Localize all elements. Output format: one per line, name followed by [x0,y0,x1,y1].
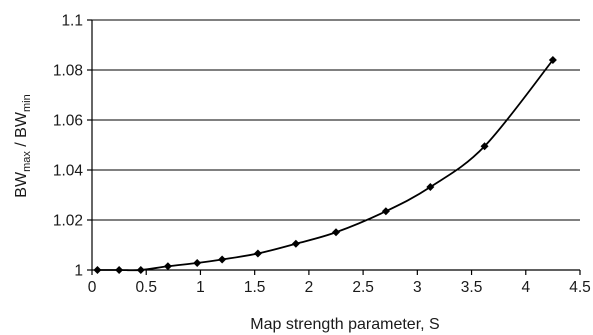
x-tick-label: 2 [305,279,314,296]
y-axis-title-part: BW [13,111,30,138]
y-axis-title-subscript: min [21,94,33,112]
data-point [163,262,172,271]
data-point [136,266,145,274]
x-tick-label: 3 [413,279,422,296]
y-tick-label: 1.02 [53,213,83,230]
x-tick-label: 2.5 [352,279,374,296]
x-tick-labels: 0 0.5 1 1.5 2 2.5 3 3.5 4 4.5 [88,279,591,296]
x-tick-label: 4.5 [569,279,591,296]
data-point [253,249,262,258]
y-axis-title-subscript: max [21,151,33,172]
x-tick-label: 0 [88,279,97,296]
y-axis-title: BWmax / BWmin [13,94,33,197]
data-point [381,207,390,216]
data-point [332,228,340,237]
data-point [218,255,227,264]
y-axis-title-part: / [13,138,30,151]
y-tick-label: 1.04 [53,163,84,180]
x-tick-label: 1.5 [244,279,266,296]
y-axis-title-part: BW [13,171,30,198]
y-tick-label: 1.08 [53,63,83,80]
data-point [480,142,489,151]
x-tick-label: 3.5 [461,279,483,296]
y-tick-label: 1 [74,263,83,280]
data-point [115,266,124,274]
data-markers [93,56,557,274]
data-point [291,239,300,248]
data-point [548,56,557,64]
x-tick-label: 1 [196,279,205,296]
y-tick-label: 1.1 [61,13,83,30]
gridlines [92,19,580,221]
data-point [93,266,102,274]
trend-curve [97,59,554,272]
x-tick-label: 4 [521,279,530,296]
x-tick-label: 0.5 [135,279,157,296]
data-point [193,259,202,267]
data-point [426,183,435,191]
axes [87,19,581,275]
y-tick-label: 1.06 [53,113,83,130]
x-axis-title: Map strength parameter, S [250,316,439,333]
y-tick-labels: 1 1.02 1.04 1.06 1.08 1.1 [53,13,84,280]
